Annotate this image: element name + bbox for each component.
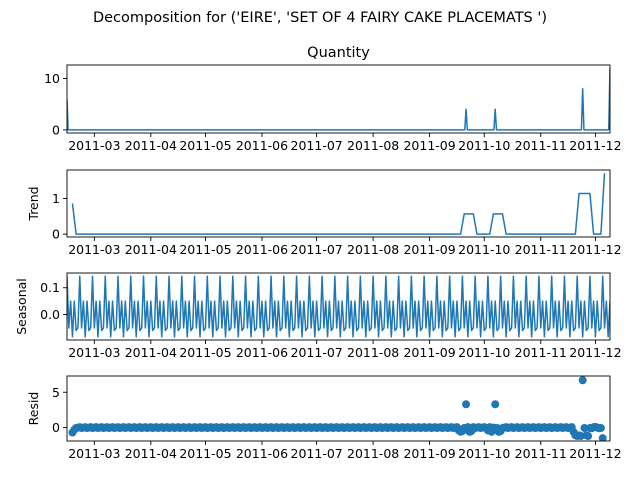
x-tick-label: 2011-04: [125, 138, 177, 153]
trend-plot-area: [71, 173, 606, 235]
resid-axes-frame: [66, 375, 611, 442]
x-tick-label: 2011-11: [515, 242, 567, 257]
seasonal-axes-frame: [66, 272, 611, 341]
trend-series-line: [71, 173, 606, 235]
x-tick-label: 2011-11: [515, 345, 567, 360]
x-tick-label: 2011-08: [347, 446, 399, 461]
x-tick-label: 2011-10: [458, 138, 510, 153]
x-tick-label: 2011-04: [125, 345, 177, 360]
x-tick-label: 2011-03: [68, 242, 120, 257]
resid-panel: 2011-03 2011-04 2011-05 2011-06 2011-07 2011-…: [26, 375, 622, 461]
x-tick-label: 2011-06: [236, 446, 288, 461]
x-tick-label: 2011-11: [515, 446, 567, 461]
observed-panel: 2011-03 2011-04 2011-05 2011-06 2011-07 2011-…: [44, 45, 621, 153]
y-tick-label: 10: [44, 71, 60, 86]
x-tick-label: 2011-10: [458, 345, 510, 360]
x-tick-label: 2011-03: [68, 138, 120, 153]
x-tick-label: 2011-07: [291, 446, 343, 461]
x-tick-label: 2011-07: [291, 138, 343, 153]
seasonal-series-line: [67, 275, 610, 338]
y-tick-label: 0: [52, 420, 60, 435]
y-tick-label: 0.0: [40, 307, 60, 322]
x-tick-label: 2011-07: [291, 242, 343, 257]
resid-point: [462, 400, 471, 409]
x-tick-label: 2011-09: [403, 138, 455, 153]
x-tick-label: 2011-06: [236, 242, 288, 257]
x-tick-label: 2011-08: [347, 242, 399, 257]
y-tick-label: 1: [52, 191, 60, 206]
resid-point: [580, 424, 589, 432]
trend-panel: 2011-03 2011-04 2011-05 2011-06 2011-07 2011-…: [26, 169, 622, 257]
x-tick-label: 2011-04: [125, 242, 177, 257]
x-tick-label: 2011-12: [569, 138, 621, 153]
x-tick-label: 2011-12: [569, 446, 621, 461]
x-tick-label: 2011-07: [291, 345, 343, 360]
trend-axes-frame: [66, 169, 611, 238]
x-tick-label: 2011-06: [236, 138, 288, 153]
observed-panel-title: Quantity: [307, 45, 370, 61]
resid-point: [596, 424, 605, 432]
figure-suptitle: Decomposition for ('EIRE', 'SET OF 4 FAI…: [93, 10, 547, 26]
trend-y-axis-label: Trend: [26, 186, 41, 221]
x-tick-label: 2011-12: [569, 242, 621, 257]
panels-group: 2011-03 2011-04 2011-05 2011-06 2011-07 2011-…: [14, 45, 622, 461]
x-tick-label: 2011-05: [179, 345, 231, 360]
y-tick-label: 0: [52, 122, 60, 137]
quantity-series-line: [67, 68, 610, 131]
x-tick-label: 2011-04: [125, 446, 177, 461]
x-tick-label: 2011-06: [236, 345, 288, 360]
seasonal-plot-area: [67, 275, 610, 338]
resid-point: [578, 376, 587, 385]
resid-y-axis-label: Resid: [26, 392, 41, 426]
x-tick-label: 2011-05: [179, 242, 231, 257]
x-tick-label: 2011-03: [68, 345, 120, 360]
x-tick-label: 2011-12: [569, 345, 621, 360]
resid-point: [491, 400, 500, 409]
resid-plot-area: [68, 376, 607, 441]
x-tick-label: 2011-09: [403, 242, 455, 257]
y-tick-label: 5: [52, 385, 60, 400]
y-tick-label: 0.1: [40, 280, 60, 295]
x-tick-label: 2011-10: [458, 242, 510, 257]
x-tick-label: 2011-08: [347, 345, 399, 360]
observed-axes-frame: [66, 64, 611, 134]
x-tick-label: 2011-09: [403, 446, 455, 461]
y-tick-label: 0: [52, 227, 60, 242]
x-tick-label: 2011-09: [403, 345, 455, 360]
observed-plot-area: [67, 68, 610, 131]
x-tick-label: 2011-11: [515, 138, 567, 153]
resid-point: [598, 434, 607, 441]
x-tick-label: 2011-05: [179, 446, 231, 461]
x-tick-label: 2011-05: [179, 138, 231, 153]
x-tick-label: 2011-10: [458, 446, 510, 461]
seasonal-panel: 2011-03 2011-04 2011-05 2011-06 2011-07 2011-…: [14, 272, 622, 360]
x-tick-label: 2011-08: [347, 138, 399, 153]
x-tick-label: 2011-03: [68, 446, 120, 461]
resid-point: [584, 432, 593, 441]
seasonal-y-axis-label: Seasonal: [14, 278, 29, 335]
